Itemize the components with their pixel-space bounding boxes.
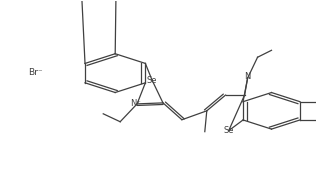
Text: Br⁻: Br⁻ bbox=[29, 68, 43, 77]
Text: Se: Se bbox=[147, 76, 157, 85]
Text: Se: Se bbox=[223, 126, 234, 135]
Text: N⁺: N⁺ bbox=[130, 99, 141, 108]
Text: N: N bbox=[244, 72, 251, 81]
